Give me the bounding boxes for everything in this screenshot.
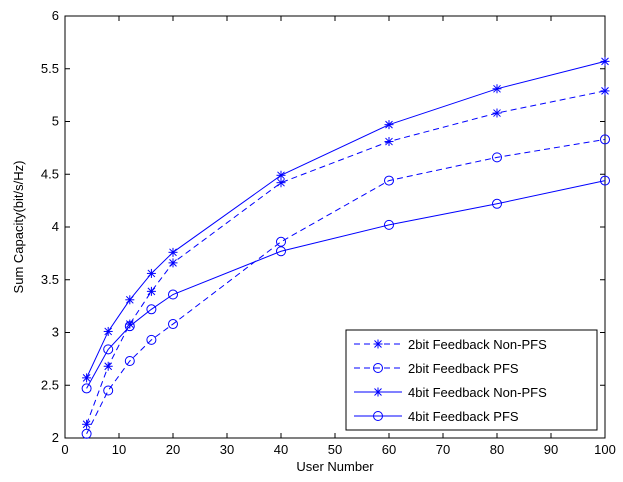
data-point [168,319,178,330]
data-point [168,247,178,257]
x-tick-label: 100 [594,442,616,457]
legend-marker [373,339,383,349]
y-tick-label: 5.5 [41,61,59,76]
series-line [86,180,606,389]
legend-label: 4bit Feedback PFS [408,409,519,424]
x-axis-label: User Number [296,459,374,474]
data-point [492,198,502,209]
data-point [146,334,157,345]
series-line [86,138,606,435]
data-point [384,175,394,186]
series-1 [82,86,610,429]
data-point [82,373,92,383]
data-point [103,326,113,336]
y-tick-label: 2.5 [41,377,59,392]
legend-marker [373,363,383,373]
x-tick-label: 40 [274,442,288,457]
data-point [146,286,156,296]
y-tick-label: 3 [52,325,59,340]
legend-marker [373,411,383,421]
x-tick-label: 20 [166,442,180,457]
y-axis-label: Sum Capacity(bit/s/Hz) [11,161,26,294]
legend-label: 2bit Feedback PFS [408,361,519,376]
legend-box [345,329,598,431]
data-point [146,304,157,315]
legend-item: 2bit Feedback Non-PFS [354,337,547,352]
axis-ticks: 0 10 20 30 40 50 60 70 80 90 100 2 2.5 3 3.5 4 4.5 5 5.5 6 [41,8,616,457]
x-tick-label: 0 [61,442,68,457]
data-point [103,385,114,396]
x-tick-label: 70 [436,442,450,457]
data-point [600,175,610,186]
data-point [384,120,394,130]
data-point [600,56,610,66]
series-layer [81,56,610,439]
y-tick-label: 4 [52,219,59,234]
legend-marker [373,387,383,397]
data-point [81,383,92,394]
series-3 [82,56,610,383]
data-point [103,344,114,355]
x-tick-label: 50 [328,442,342,457]
data-point [168,258,178,268]
y-tick-label: 2 [52,430,59,445]
legend-label: 2bit Feedback Non-PFS [408,337,547,352]
data-point [103,361,113,371]
data-point [124,321,135,332]
data-point [492,84,502,94]
data-point [125,319,135,329]
x-tick-label: 10 [112,442,126,457]
x-tick-label: 30 [220,442,234,457]
data-point [384,219,394,230]
data-point [492,108,502,118]
data-point [600,134,610,145]
x-tick-label: 60 [382,442,396,457]
y-tick-label: 5 [52,114,59,129]
data-point [125,295,135,305]
data-point [81,428,92,439]
data-point [276,246,286,257]
data-point [276,170,286,180]
data-point [600,86,610,96]
y-tick-label: 3.5 [41,272,59,287]
x-tick-label: 80 [490,442,504,457]
legend-item: 4bit Feedback PFS [354,409,519,424]
data-point [146,268,156,278]
y-tick-label: 6 [52,8,59,23]
data-point [384,137,394,147]
x-tick-label: 90 [544,442,558,457]
legend-item: 4bit Feedback Non-PFS [354,385,547,400]
series-4 [81,175,610,394]
data-point [492,152,502,163]
legend-item: 2bit Feedback PFS [354,361,519,376]
legend: 2bit Feedback Non-PFS 2bit Feedback PFS 4b… [345,329,598,431]
series-2 [81,134,610,439]
y-tick-label: 4.5 [41,166,59,181]
legend-label: 4bit Feedback Non-PFS [408,385,547,400]
data-point [82,419,92,429]
data-point [124,355,135,366]
data-point [168,289,178,300]
